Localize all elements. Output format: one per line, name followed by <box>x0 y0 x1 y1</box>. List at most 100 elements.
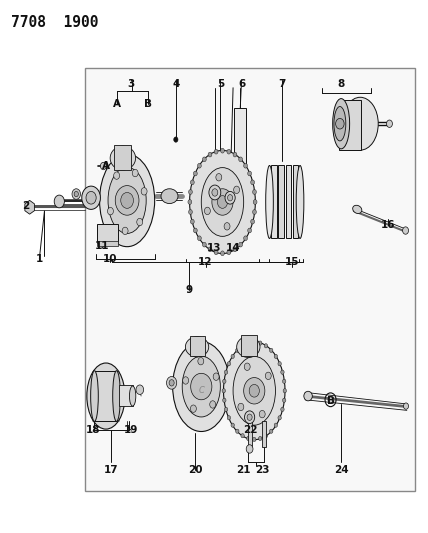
Text: 1: 1 <box>36 254 43 263</box>
Circle shape <box>278 416 281 420</box>
Text: 12: 12 <box>198 257 213 267</box>
Circle shape <box>282 379 286 383</box>
Circle shape <box>188 199 192 204</box>
Ellipse shape <box>113 370 120 422</box>
Circle shape <box>336 118 344 129</box>
Ellipse shape <box>353 205 362 214</box>
Text: 2: 2 <box>22 201 29 211</box>
Ellipse shape <box>190 150 256 254</box>
Circle shape <box>82 186 101 209</box>
Bar <box>285 165 291 238</box>
Ellipse shape <box>172 342 230 432</box>
Text: 10: 10 <box>103 254 117 263</box>
Ellipse shape <box>296 165 304 238</box>
Circle shape <box>223 398 226 402</box>
Circle shape <box>208 247 212 252</box>
Circle shape <box>224 223 230 230</box>
Circle shape <box>198 358 204 365</box>
Bar <box>95 370 116 422</box>
Circle shape <box>270 429 273 433</box>
Circle shape <box>270 348 273 352</box>
Circle shape <box>253 199 257 204</box>
Circle shape <box>247 414 252 421</box>
Text: 11: 11 <box>95 241 109 252</box>
Text: 5: 5 <box>217 79 224 89</box>
Circle shape <box>231 423 235 427</box>
Circle shape <box>248 228 252 233</box>
Bar <box>98 224 118 243</box>
Circle shape <box>213 373 219 381</box>
Circle shape <box>209 185 221 200</box>
Circle shape <box>114 172 119 179</box>
Circle shape <box>202 243 206 247</box>
Circle shape <box>174 137 178 142</box>
Text: 7: 7 <box>278 79 285 89</box>
Ellipse shape <box>100 154 155 247</box>
Text: C: C <box>198 386 204 395</box>
Polygon shape <box>25 200 34 214</box>
Circle shape <box>259 410 265 418</box>
Circle shape <box>228 195 233 201</box>
Circle shape <box>190 405 196 413</box>
Circle shape <box>274 354 277 359</box>
Circle shape <box>212 189 218 196</box>
Text: 7708  1900: 7708 1900 <box>11 15 98 30</box>
Circle shape <box>224 370 228 374</box>
Text: 21: 21 <box>236 465 251 475</box>
Circle shape <box>205 207 210 215</box>
Circle shape <box>281 370 284 374</box>
Ellipse shape <box>233 357 276 425</box>
Text: A: A <box>113 99 121 109</box>
Circle shape <box>244 411 255 424</box>
Circle shape <box>216 174 222 181</box>
Text: 15: 15 <box>285 257 300 267</box>
Circle shape <box>224 407 228 411</box>
Text: 16: 16 <box>380 220 395 230</box>
Circle shape <box>132 169 138 177</box>
Bar <box>279 165 284 238</box>
Circle shape <box>244 236 247 240</box>
Bar <box>190 336 205 357</box>
Circle shape <box>225 191 235 204</box>
Circle shape <box>239 157 243 161</box>
Text: 18: 18 <box>86 425 101 435</box>
Circle shape <box>212 189 233 215</box>
Circle shape <box>236 348 239 352</box>
Ellipse shape <box>185 337 209 357</box>
Bar <box>98 241 118 246</box>
Bar <box>241 335 257 357</box>
Circle shape <box>264 344 268 348</box>
Ellipse shape <box>129 386 136 406</box>
Circle shape <box>253 437 256 441</box>
Circle shape <box>274 423 277 427</box>
Circle shape <box>227 416 231 420</box>
Circle shape <box>244 377 265 404</box>
Circle shape <box>244 163 247 168</box>
Circle shape <box>241 344 244 348</box>
Bar <box>293 165 298 238</box>
Circle shape <box>227 250 231 255</box>
Ellipse shape <box>108 167 146 233</box>
Circle shape <box>247 341 250 345</box>
Circle shape <box>227 361 231 366</box>
Bar <box>114 145 131 170</box>
Circle shape <box>107 207 113 215</box>
Circle shape <box>238 403 244 410</box>
Text: B: B <box>144 99 152 109</box>
Ellipse shape <box>304 391 312 401</box>
Circle shape <box>220 251 224 256</box>
Text: 4: 4 <box>172 79 179 89</box>
Text: 8: 8 <box>338 79 345 89</box>
Circle shape <box>241 434 244 438</box>
Circle shape <box>214 149 218 154</box>
Circle shape <box>121 192 134 208</box>
Circle shape <box>189 209 192 214</box>
Ellipse shape <box>91 370 98 422</box>
Text: A: A <box>102 161 110 171</box>
Circle shape <box>208 152 212 157</box>
Ellipse shape <box>201 167 244 236</box>
Circle shape <box>283 389 286 393</box>
Ellipse shape <box>237 336 260 358</box>
Circle shape <box>278 361 281 366</box>
Circle shape <box>259 341 262 345</box>
